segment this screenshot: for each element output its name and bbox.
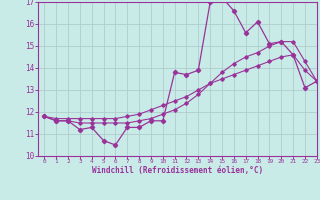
X-axis label: Windchill (Refroidissement éolien,°C): Windchill (Refroidissement éolien,°C): [92, 166, 263, 175]
